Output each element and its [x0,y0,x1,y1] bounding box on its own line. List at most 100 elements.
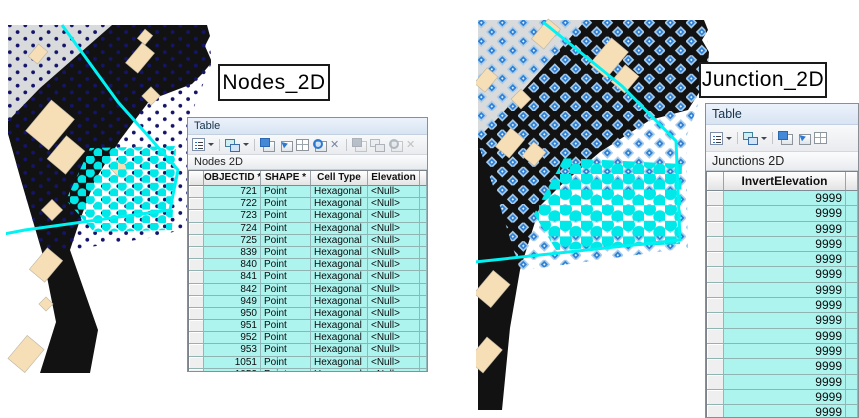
cell-shape[interactable]: Point [261,344,311,357]
cell-cell-type[interactable]: Hexagonal [311,222,368,235]
row-selector[interactable] [707,298,724,314]
delete-selected-icon[interactable] [330,138,341,151]
cell-invert-elevation[interactable]: 9999 [724,206,846,222]
cell-elevation[interactable]: <Null> [368,234,420,247]
cell-invert-elevation[interactable]: 9999 [724,343,846,360]
cell-objectid[interactable]: 953 [204,344,261,357]
cell-objectid[interactable]: 840 [204,259,261,272]
cell-elevation[interactable]: <Null> [368,186,420,199]
table-row[interactable]: 9999 [707,282,858,299]
cell-objectid[interactable]: 725 [204,234,261,247]
row-selector[interactable] [707,252,724,268]
table-options-icon[interactable] [710,131,723,145]
table-row[interactable]: 9999 [707,252,858,268]
cell-objectid[interactable]: 951 [204,320,261,333]
table-row[interactable]: 842 Point Hexagonal <Null> [189,283,427,296]
cell-elevation[interactable]: <Null> [368,344,420,357]
cell-elevation[interactable]: <Null> [368,198,420,211]
cell-invert-elevation[interactable]: 9999 [724,405,846,417]
row-selector[interactable] [189,368,204,371]
switch-selection-icon[interactable] [796,131,811,145]
cell-objectid[interactable]: 1052 [204,368,261,371]
column-header-invert-elevation[interactable]: InvertElevation [724,172,846,191]
table-row[interactable]: 950 Point Hexagonal <Null> [189,307,427,321]
table-row[interactable]: 841 Point Hexagonal <Null> [189,271,427,284]
row-selector[interactable] [707,389,724,406]
row-selector[interactable] [189,210,204,223]
cell-invert-elevation[interactable]: 9999 [724,374,846,390]
cell-objectid[interactable]: 1051 [204,356,261,369]
row-selector[interactable] [189,356,204,369]
cell-elevation[interactable]: <Null> [368,332,420,345]
cell-objectid[interactable]: 950 [204,307,261,321]
column-header-elevation[interactable]: Elevation [368,171,420,186]
zoom-to-selected-icon[interactable] [312,138,327,152]
cell-invert-elevation[interactable]: 9999 [724,236,846,253]
table-row[interactable]: 839 Point Hexagonal <Null> [189,246,427,260]
table-row[interactable]: 9999 [707,236,858,253]
cell-shape[interactable]: Point [261,198,311,211]
switch-selection-icon[interactable] [278,138,293,152]
cell-cell-type[interactable]: Hexagonal [311,344,368,357]
column-header-cell-type[interactable]: Cell Type [311,171,368,186]
related-tables-icon[interactable] [743,131,758,145]
table-row[interactable]: 953 Point Hexagonal <Null> [189,344,427,357]
table-row[interactable]: 723 Point Hexagonal <Null> [189,210,427,223]
row-selector[interactable] [707,359,724,375]
cell-shape[interactable]: Point [261,186,311,199]
row-selector[interactable] [707,206,724,222]
cell-invert-elevation[interactable]: 9999 [724,328,846,344]
duplicate-icon[interactable] [388,138,403,152]
table-row[interactable]: 9999 [707,298,858,314]
cell-objectid[interactable]: 722 [204,198,261,211]
paste-icon[interactable] [370,138,385,152]
table-row[interactable]: 9999 [707,359,858,375]
cell-shape[interactable]: Point [261,259,311,272]
select-by-attributes-icon[interactable] [260,137,275,152]
cell-elevation[interactable]: <Null> [368,246,420,260]
cell-elevation[interactable]: <Null> [368,368,420,371]
dropdown-caret-icon[interactable] [243,143,249,146]
column-header-objectid[interactable]: OBJECTID * [204,171,261,186]
table-row[interactable]: 9999 [707,221,858,237]
row-selector[interactable] [707,374,724,390]
cell-cell-type[interactable]: Hexagonal [311,234,368,247]
cell-invert-elevation[interactable]: 9999 [724,282,846,299]
row-selector[interactable] [707,282,724,299]
cell-shape[interactable]: Point [261,283,311,296]
cell-objectid[interactable]: 723 [204,210,261,223]
cell-shape[interactable]: Point [261,210,311,223]
cell-shape[interactable]: Point [261,271,311,284]
table-row[interactable]: 1051 Point Hexagonal <Null> [189,356,427,369]
table-row[interactable]: 9999 [707,191,858,207]
cell-shape[interactable]: Point [261,234,311,247]
table-row[interactable]: 9999 [707,206,858,222]
row-selector[interactable] [189,271,204,284]
cell-elevation[interactable]: <Null> [368,295,420,308]
cell-elevation[interactable]: <Null> [368,307,420,321]
cell-invert-elevation[interactable]: 9999 [724,191,846,207]
cell-invert-elevation[interactable]: 9999 [724,298,846,314]
clear-selection-icon[interactable] [296,138,309,151]
cell-cell-type[interactable]: Hexagonal [311,356,368,369]
cell-elevation[interactable]: <Null> [368,222,420,235]
cell-elevation[interactable]: <Null> [368,210,420,223]
table-row[interactable]: 9999 [707,374,858,390]
table-row[interactable]: 9999 [707,313,858,329]
table-row[interactable]: 949 Point Hexagonal <Null> [189,295,427,308]
cell-cell-type[interactable]: Hexagonal [311,307,368,321]
cell-cell-type[interactable]: Hexagonal [311,198,368,211]
table-row[interactable]: 951 Point Hexagonal <Null> [189,320,427,333]
cell-shape[interactable]: Point [261,320,311,333]
cell-shape[interactable]: Point [261,356,311,369]
cell-cell-type[interactable]: Hexagonal [311,210,368,223]
table-row[interactable]: 840 Point Hexagonal <Null> [189,259,427,272]
row-selector[interactable] [189,344,204,357]
table-row[interactable]: 1052 Point Hexagonal <Null> [189,368,427,371]
copy-icon[interactable] [352,137,367,152]
junctions-map-canvas[interactable] [476,18,714,412]
cell-cell-type[interactable]: Hexagonal [311,259,368,272]
cell-cell-type[interactable]: Hexagonal [311,246,368,260]
cell-elevation[interactable]: <Null> [368,259,420,272]
table-row[interactable]: 9999 [707,343,858,360]
